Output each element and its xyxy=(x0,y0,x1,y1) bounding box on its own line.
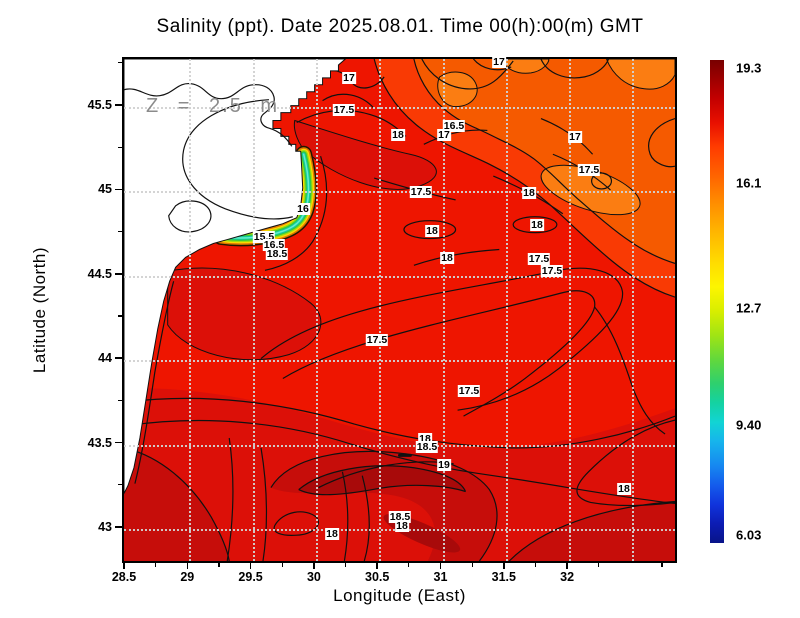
y-tick-label: 44.5 xyxy=(87,266,112,281)
contour-label: 17.5 xyxy=(577,164,601,176)
y-minor-tick xyxy=(118,399,122,401)
contour-label: 18 xyxy=(530,219,544,231)
y-major-tick xyxy=(115,273,122,275)
contour-label: 16 xyxy=(296,203,310,215)
gridline-vertical xyxy=(252,59,255,561)
colorbar-tick-label: 16.1 xyxy=(736,175,762,191)
contour-label: 17.5 xyxy=(409,186,433,198)
y-tick-label: 45 xyxy=(98,182,112,197)
x-major-tick xyxy=(123,563,125,569)
contour-label: 17.5 xyxy=(540,265,564,277)
sea-patch-16-16p5 xyxy=(437,71,478,108)
y-tick-label: 43.5 xyxy=(87,435,112,450)
colorbar-tick-label: 19.3 xyxy=(736,60,762,76)
x-minor-tick xyxy=(471,563,473,567)
y-axis-title: Latitude (North) xyxy=(30,246,49,374)
contour-label: 18 xyxy=(395,520,409,532)
sea-region-18-18p5 xyxy=(167,267,322,361)
gridline-vertical xyxy=(315,59,318,561)
y-major-tick xyxy=(115,188,122,191)
x-tick-label: 31 xyxy=(433,570,448,584)
x-tick-label: 32 xyxy=(560,570,575,584)
x-tick-label: 30 xyxy=(306,570,321,584)
gridline-horizontal xyxy=(124,275,675,278)
x-major-tick xyxy=(439,563,442,569)
y-minor-tick xyxy=(118,484,122,486)
colorbar-tick-label: 12.7 xyxy=(736,300,762,316)
y-minor-tick xyxy=(118,315,122,317)
x-minor-tick xyxy=(218,563,220,567)
gridline-horizontal xyxy=(124,360,675,363)
x-minor-tick xyxy=(344,563,347,567)
gridline-horizontal xyxy=(124,444,675,447)
x-major-tick xyxy=(566,563,568,569)
gridline-horizontal xyxy=(124,191,675,194)
contour-label: 18.5 xyxy=(415,441,439,453)
map-plot-area: Z = 2.5 m 17 17 17.5 18 16.5 17 17 17.5 18 17.5 16… xyxy=(122,56,677,563)
colorbar-tick-label: 9.40 xyxy=(736,417,762,433)
y-major-tick xyxy=(115,357,122,359)
x-minor-tick xyxy=(598,563,600,567)
y-minor-tick xyxy=(118,62,122,64)
x-minor-tick xyxy=(534,563,537,567)
y-tick-label: 45.5 xyxy=(87,98,112,112)
y-tick-label: 44 xyxy=(98,351,112,366)
x-minor-tick xyxy=(155,563,157,567)
x-tick-label: 31.5 xyxy=(491,570,516,584)
contour-label: 18 xyxy=(325,528,339,540)
gridline-vertical xyxy=(442,59,445,561)
contour-label: 17 xyxy=(568,131,582,143)
colorbar-tick-label: 6.03 xyxy=(736,527,762,543)
land-mass xyxy=(124,59,347,494)
x-major-tick xyxy=(503,563,505,569)
x-minor-tick xyxy=(281,563,283,567)
contour-label: 17.5 xyxy=(457,385,481,397)
x-axis-title: Longitude (East) xyxy=(333,586,466,605)
x-tick-label: 28.5 xyxy=(111,570,137,584)
x-major-tick xyxy=(249,563,252,569)
contour-label: 17 xyxy=(437,129,451,141)
contour-label: 17.5 xyxy=(332,104,356,116)
x-tick-label: 29.5 xyxy=(238,570,263,584)
y-major-tick xyxy=(115,441,122,444)
contour-label: 18 xyxy=(617,483,631,495)
x-minor-tick xyxy=(408,563,410,567)
x-major-tick xyxy=(313,563,315,569)
gridline-vertical xyxy=(505,59,508,561)
contour-label: 19 xyxy=(437,459,451,471)
y-minor-tick xyxy=(118,231,122,233)
gridline-vertical xyxy=(632,59,635,561)
contour-label: 17 xyxy=(342,72,356,84)
sea-region-over-19 xyxy=(298,465,466,495)
depth-annotation: Z = 2.5 m xyxy=(146,95,280,117)
contour-label: 17 xyxy=(492,56,506,68)
sea-region-18p5-19 xyxy=(124,447,230,561)
contour-label: 18 xyxy=(440,252,454,264)
contour-label: 18 xyxy=(522,187,536,199)
y-tick-label: 43 xyxy=(98,520,112,534)
x-major-tick xyxy=(376,563,378,569)
contour-label: 18.5 xyxy=(265,248,289,260)
sea-patch-16-16p5 xyxy=(605,59,675,90)
x-minor-tick xyxy=(661,563,663,567)
contour-label: 18 xyxy=(425,225,439,237)
contour-label: 17.5 xyxy=(365,334,389,346)
y-major-tick xyxy=(115,104,122,106)
figure-title: Salinity (ppt). Date 2025.08.01. Time 00… xyxy=(156,16,644,37)
x-tick-label: 30.5 xyxy=(365,570,390,584)
contour-label: 17.5 xyxy=(527,253,551,265)
x-tick-label: 29 xyxy=(180,570,195,584)
gridline-vertical xyxy=(379,59,382,561)
gridline-vertical xyxy=(189,59,192,561)
contour-label: 18 xyxy=(391,129,405,141)
gridline-horizontal xyxy=(124,107,675,109)
x-major-tick xyxy=(186,563,189,569)
y-major-tick xyxy=(115,526,122,528)
y-minor-tick xyxy=(118,146,122,148)
gridline-vertical xyxy=(569,59,572,561)
colorbar xyxy=(710,60,724,543)
danube-plume-bands xyxy=(212,145,317,247)
